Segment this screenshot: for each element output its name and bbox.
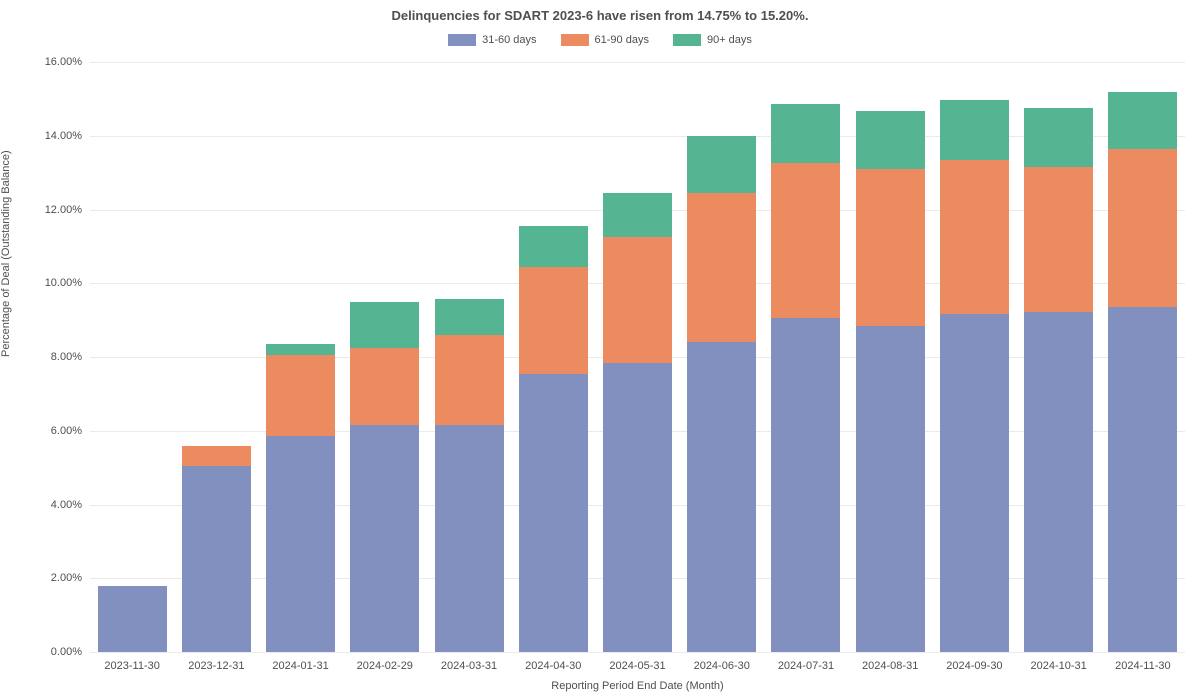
bar-segment xyxy=(603,363,672,652)
ytick-label: 16.00% xyxy=(45,56,90,68)
bar-segment xyxy=(1108,92,1177,150)
bar-segment xyxy=(940,100,1009,161)
bar-group xyxy=(603,193,672,652)
bar-segment xyxy=(771,318,840,652)
bar-group xyxy=(940,100,1009,652)
legend-item: 90+ days xyxy=(673,34,752,46)
ytick-label: 10.00% xyxy=(45,277,90,289)
bar-group xyxy=(98,586,167,652)
bar-group xyxy=(435,299,504,652)
bar-group xyxy=(182,446,251,653)
legend-item: 61-90 days xyxy=(561,34,649,46)
ytick-label: 14.00% xyxy=(45,130,90,142)
grid-line xyxy=(90,136,1185,137)
xtick-label: 2024-06-30 xyxy=(694,652,750,672)
legend-label: 90+ days xyxy=(707,34,752,46)
bar-segment xyxy=(687,342,756,652)
xtick-label: 2024-02-29 xyxy=(357,652,413,672)
bar-group xyxy=(519,226,588,652)
legend-swatch xyxy=(673,34,701,46)
bar-segment xyxy=(856,111,925,169)
bar-segment xyxy=(771,163,840,318)
chart-legend: 31-60 days 61-90 days 90+ days xyxy=(0,34,1200,46)
bar-segment xyxy=(350,302,419,348)
chart-title: Delinquencies for SDART 2023-6 have rise… xyxy=(0,8,1200,23)
xtick-label: 2024-05-31 xyxy=(609,652,665,672)
legend-item: 31-60 days xyxy=(448,34,536,46)
legend-label: 61-90 days xyxy=(595,34,649,46)
ytick-label: 4.00% xyxy=(51,499,90,511)
bar-segment xyxy=(350,425,419,652)
xtick-label: 2024-04-30 xyxy=(525,652,581,672)
bar-group xyxy=(266,344,335,652)
bar-segment xyxy=(435,299,504,335)
bar-segment xyxy=(182,446,251,466)
bar-segment xyxy=(266,355,335,436)
bar-segment xyxy=(1108,307,1177,652)
bar-segment xyxy=(266,436,335,652)
bar-segment xyxy=(266,344,335,355)
xtick-label: 2024-08-31 xyxy=(862,652,918,672)
bar-segment xyxy=(771,104,840,163)
bar-group xyxy=(1024,108,1093,652)
bar-segment xyxy=(519,374,588,652)
plot-area: 0.00%2.00%4.00%6.00%8.00%10.00%12.00%14.… xyxy=(90,62,1185,652)
bar-segment xyxy=(1024,167,1093,312)
ytick-label: 0.00% xyxy=(51,646,90,658)
ytick-label: 2.00% xyxy=(51,572,90,584)
bar-segment xyxy=(940,314,1009,653)
bar-group xyxy=(350,302,419,652)
legend-swatch xyxy=(561,34,589,46)
bar-segment xyxy=(856,169,925,326)
xtick-label: 2023-12-31 xyxy=(188,652,244,672)
xtick-label: 2024-09-30 xyxy=(946,652,1002,672)
xtick-label: 2024-10-31 xyxy=(1031,652,1087,672)
bar-segment xyxy=(350,348,419,425)
xtick-label: 2024-03-31 xyxy=(441,652,497,672)
grid-line xyxy=(90,62,1185,63)
bar-segment xyxy=(940,160,1009,313)
bar-segment xyxy=(1024,312,1093,652)
bar-group xyxy=(771,104,840,652)
bar-segment xyxy=(435,425,504,652)
bar-segment xyxy=(687,193,756,342)
xtick-label: 2024-11-30 xyxy=(1115,652,1170,672)
xtick-label: 2024-01-31 xyxy=(272,652,328,672)
legend-swatch xyxy=(448,34,476,46)
bar-segment xyxy=(687,136,756,193)
xtick-label: 2023-11-30 xyxy=(104,652,159,672)
bar-segment xyxy=(98,586,167,652)
bar-segment xyxy=(1024,108,1093,167)
bar-segment xyxy=(435,335,504,425)
bar-group xyxy=(687,136,756,652)
bar-segment xyxy=(856,326,925,652)
ytick-label: 6.00% xyxy=(51,425,90,437)
bar-segment xyxy=(603,193,672,237)
legend-label: 31-60 days xyxy=(482,34,536,46)
bar-segment xyxy=(519,267,588,374)
x-axis-label: Reporting Period End Date (Month) xyxy=(90,680,1185,692)
bar-segment xyxy=(182,466,251,652)
bar-segment xyxy=(519,226,588,267)
ytick-label: 12.00% xyxy=(45,204,90,216)
ytick-label: 8.00% xyxy=(51,351,90,363)
bar-segment xyxy=(603,237,672,362)
delinquency-chart: Delinquencies for SDART 2023-6 have rise… xyxy=(0,0,1200,700)
bar-group xyxy=(856,111,925,652)
xtick-label: 2024-07-31 xyxy=(778,652,834,672)
bar-group xyxy=(1108,92,1177,653)
bar-segment xyxy=(1108,149,1177,307)
